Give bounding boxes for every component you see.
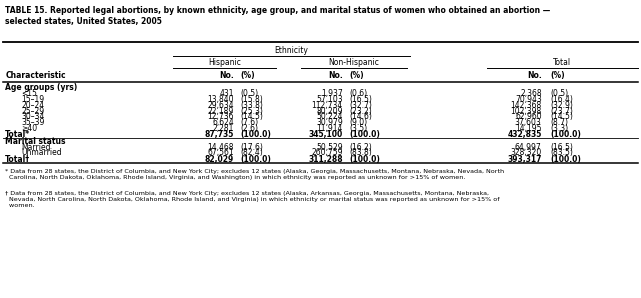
- Text: Age groups (yrs): Age groups (yrs): [5, 83, 78, 92]
- Text: (%): (%): [240, 71, 255, 80]
- Text: (16.2): (16.2): [349, 143, 372, 152]
- Text: 260,759: 260,759: [312, 148, 343, 157]
- Text: 6,624: 6,624: [212, 118, 234, 127]
- Text: † Data from 28 states, the District of Columbia, and New York City; excludes 12 : † Data from 28 states, the District of C…: [5, 191, 500, 208]
- Text: 57,103: 57,103: [316, 95, 343, 104]
- Text: 37,603: 37,603: [515, 118, 542, 127]
- Text: 50,224: 50,224: [317, 112, 343, 121]
- Text: (0.5): (0.5): [240, 89, 258, 98]
- Text: (3.5): (3.5): [349, 124, 367, 133]
- Text: (25.3): (25.3): [240, 106, 263, 116]
- Text: (100.0): (100.0): [349, 130, 380, 139]
- Text: Unmarried: Unmarried: [21, 148, 62, 157]
- Text: (100.0): (100.0): [349, 155, 380, 164]
- Text: No.: No.: [219, 71, 234, 80]
- Text: Total†: Total†: [5, 155, 30, 164]
- Text: (32.7): (32.7): [349, 101, 372, 110]
- Text: 20–24: 20–24: [21, 101, 44, 110]
- Text: No.: No.: [527, 71, 542, 80]
- Text: Non-Hispanic: Non-Hispanic: [329, 58, 379, 67]
- Text: 30–34: 30–34: [21, 112, 44, 121]
- Text: (3.3): (3.3): [550, 124, 568, 133]
- Text: 50,529: 50,529: [316, 143, 343, 152]
- Text: 328,320: 328,320: [510, 148, 542, 157]
- Text: Marital status: Marital status: [5, 137, 65, 146]
- Text: (16.5): (16.5): [349, 95, 372, 104]
- Text: 87,735: 87,735: [204, 130, 234, 139]
- Text: 35–39: 35–39: [21, 118, 44, 127]
- Text: 311,288: 311,288: [308, 155, 343, 164]
- Text: (14.5): (14.5): [240, 112, 263, 121]
- Text: 14,195: 14,195: [515, 124, 542, 133]
- Text: 13,840: 13,840: [208, 95, 234, 104]
- Text: Total*: Total*: [5, 130, 30, 139]
- Text: (23.7): (23.7): [550, 106, 573, 116]
- Text: 345,100: 345,100: [309, 130, 343, 139]
- Text: 2,281: 2,281: [213, 124, 234, 133]
- Text: TABLE 15. Reported legal abortions, by known ethnicity, age group, and marital s: TABLE 15. Reported legal abortions, by k…: [5, 6, 551, 26]
- Text: 64,997: 64,997: [515, 143, 542, 152]
- Text: (100.0): (100.0): [550, 155, 581, 164]
- Text: (17.6): (17.6): [240, 143, 263, 152]
- Text: 67,561: 67,561: [207, 148, 234, 157]
- Text: (16.4): (16.4): [550, 95, 573, 104]
- Text: 2,368: 2,368: [520, 89, 542, 98]
- Text: 431: 431: [219, 89, 234, 98]
- Text: (83.5): (83.5): [550, 148, 573, 157]
- Text: 70,943: 70,943: [515, 95, 542, 104]
- Text: 102,398: 102,398: [510, 106, 542, 116]
- Text: No.: No.: [328, 71, 343, 80]
- Text: (2.6): (2.6): [240, 124, 258, 133]
- Text: (100.0): (100.0): [550, 130, 581, 139]
- Text: 29,634: 29,634: [207, 101, 234, 110]
- Text: (100.0): (100.0): [240, 155, 271, 164]
- Text: 1,937: 1,937: [321, 89, 343, 98]
- Text: Characteristic: Characteristic: [5, 71, 66, 80]
- Text: (83.8): (83.8): [349, 148, 372, 157]
- Text: (%): (%): [349, 71, 364, 80]
- Text: (23.2): (23.2): [349, 106, 372, 116]
- Text: 112,734: 112,734: [312, 101, 343, 110]
- Text: <15: <15: [21, 89, 37, 98]
- Text: (14.5): (14.5): [550, 112, 573, 121]
- Text: 11,914: 11,914: [317, 124, 343, 133]
- Text: 22,189: 22,189: [208, 106, 234, 116]
- Text: Total: Total: [553, 58, 572, 67]
- Text: (82.4): (82.4): [240, 148, 263, 157]
- Text: Hispanic: Hispanic: [208, 58, 241, 67]
- Text: (%): (%): [550, 71, 565, 80]
- Text: * Data from 28 states, the District of Columbia, and New York City; excludes 12 : * Data from 28 states, the District of C…: [5, 169, 504, 180]
- Text: (7.6): (7.6): [240, 118, 258, 127]
- Text: 25–29: 25–29: [21, 106, 44, 116]
- Text: (0.6): (0.6): [349, 89, 367, 98]
- Text: 30,979: 30,979: [316, 118, 343, 127]
- Text: 393,317: 393,317: [507, 155, 542, 164]
- Text: 82,029: 82,029: [204, 155, 234, 164]
- Text: (15.8): (15.8): [240, 95, 263, 104]
- Text: 15–19: 15–19: [21, 95, 44, 104]
- Text: 142,368: 142,368: [510, 101, 542, 110]
- Text: 432,835: 432,835: [507, 130, 542, 139]
- Text: (32.9): (32.9): [550, 101, 573, 110]
- Text: Married: Married: [21, 143, 51, 152]
- Text: (8.7): (8.7): [550, 118, 568, 127]
- Text: (9.0): (9.0): [349, 118, 367, 127]
- Text: (14.6): (14.6): [349, 112, 372, 121]
- Text: 80,209: 80,209: [317, 106, 343, 116]
- Text: (100.0): (100.0): [240, 130, 271, 139]
- Text: Ethnicity: Ethnicity: [275, 46, 308, 55]
- Text: 12,736: 12,736: [208, 112, 234, 121]
- Text: (16.5): (16.5): [550, 143, 573, 152]
- Text: (33.8): (33.8): [240, 101, 263, 110]
- Text: 62,960: 62,960: [515, 112, 542, 121]
- Text: (0.5): (0.5): [550, 89, 568, 98]
- Text: 14,468: 14,468: [208, 143, 234, 152]
- Text: ≥40: ≥40: [21, 124, 37, 133]
